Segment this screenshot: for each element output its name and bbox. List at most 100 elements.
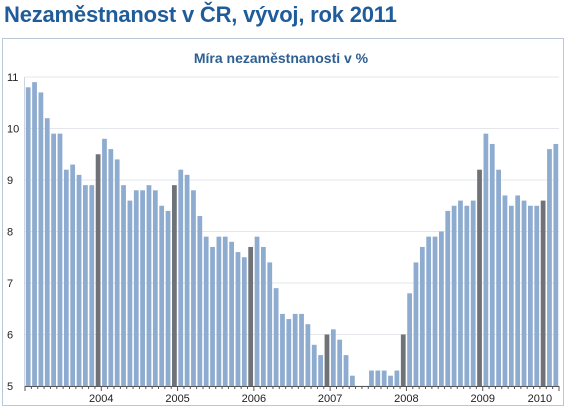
bar [165, 210, 171, 386]
y-tick-label: 8 [7, 227, 13, 239]
label-layer: 5 6 7 8 9 10 11 2004 2005 2006 2007 2008 2009 2010 [7, 72, 552, 405]
bar [229, 241, 234, 386]
grid-layer [25, 76, 559, 387]
bar [89, 185, 95, 386]
bar [419, 246, 425, 386]
bar [515, 195, 521, 386]
bar [216, 236, 222, 386]
bar [292, 313, 298, 386]
chart-title: Míra nezaměstnanosti v % [194, 50, 369, 66]
bar [445, 210, 451, 386]
y-tick-label: 11 [7, 72, 18, 84]
bar [337, 339, 343, 386]
x-tick-label: 2006 [242, 393, 266, 405]
bar [76, 174, 82, 386]
bar [191, 190, 196, 386]
x-tick-label: 2009 [470, 393, 494, 405]
bar [57, 133, 63, 386]
page-title: Nezaměstnanost v ČR, vývoj, rok 2011 [4, 2, 397, 27]
bar [108, 149, 114, 386]
bar [197, 216, 203, 386]
bar [121, 185, 126, 386]
bar-highlight [477, 169, 482, 386]
bar [432, 236, 438, 386]
bar [32, 82, 37, 387]
bar [70, 164, 76, 386]
x-tick-label: 2007 [318, 393, 342, 405]
x-tick-label: 2008 [394, 393, 418, 405]
bar [159, 205, 165, 386]
bar [521, 200, 527, 386]
bar-highlight [400, 334, 406, 386]
bar [413, 262, 419, 386]
bar [38, 92, 44, 386]
bar [553, 143, 559, 386]
x-tick-label: 2005 [165, 393, 189, 405]
bar [458, 200, 463, 386]
bar [102, 138, 107, 386]
bar [528, 205, 533, 386]
x-tick-label: 2004 [89, 393, 113, 405]
y-tick-label: 7 [7, 278, 13, 290]
bar [114, 159, 120, 386]
bar [439, 231, 444, 386]
bar [273, 288, 279, 386]
bar [286, 319, 292, 386]
bar [140, 190, 145, 386]
bar [178, 169, 184, 386]
bar [394, 370, 400, 386]
bar [508, 205, 514, 386]
bar [489, 143, 495, 386]
bar [152, 190, 158, 386]
bar [375, 370, 381, 386]
bar [483, 133, 489, 386]
bar [407, 293, 412, 386]
bar [305, 324, 311, 386]
bar-layer [25, 82, 559, 387]
bar [470, 200, 476, 386]
bar [44, 118, 50, 386]
bar-highlight [324, 334, 330, 386]
bar [146, 185, 152, 386]
bar [261, 246, 266, 386]
unemployment-bar-chart: Míra nezaměstnanosti v % 5 6 7 8 9 10 11 2004 20… [7, 50, 560, 405]
bar-highlight [95, 154, 101, 386]
bar [203, 236, 209, 386]
bar [63, 169, 69, 386]
bar [280, 313, 285, 386]
bar [241, 257, 247, 386]
bar [388, 375, 393, 386]
x-tick-label: 2010 [528, 393, 552, 405]
bar [133, 190, 139, 386]
bar [184, 174, 190, 386]
bar [343, 355, 349, 386]
bar [451, 205, 457, 386]
y-tick-label: 5 [7, 381, 13, 393]
y-tick-label: 6 [7, 330, 13, 342]
axis-layer [24, 77, 560, 391]
bar [350, 375, 355, 386]
bar [318, 355, 323, 386]
bar-highlight [172, 185, 177, 386]
bar [502, 195, 508, 386]
bar [426, 236, 432, 386]
y-tick-label: 10 [7, 124, 19, 136]
bar [381, 370, 387, 386]
bar [83, 185, 88, 386]
bar [127, 200, 133, 386]
bar [496, 169, 501, 386]
bar [369, 370, 374, 386]
bar [267, 262, 273, 386]
bar [210, 246, 215, 386]
bar-highlight [248, 246, 254, 386]
bar [330, 329, 336, 386]
y-tick-label: 9 [7, 175, 13, 187]
bar [235, 252, 241, 386]
bar [534, 205, 540, 386]
bar [299, 313, 304, 386]
bar [311, 344, 317, 386]
bar [547, 149, 552, 386]
bar [464, 205, 470, 386]
chart-frame: Míra nezaměstnanosti v % 5 6 7 8 9 10 11 2004 20… [2, 38, 564, 406]
bar [25, 87, 31, 387]
